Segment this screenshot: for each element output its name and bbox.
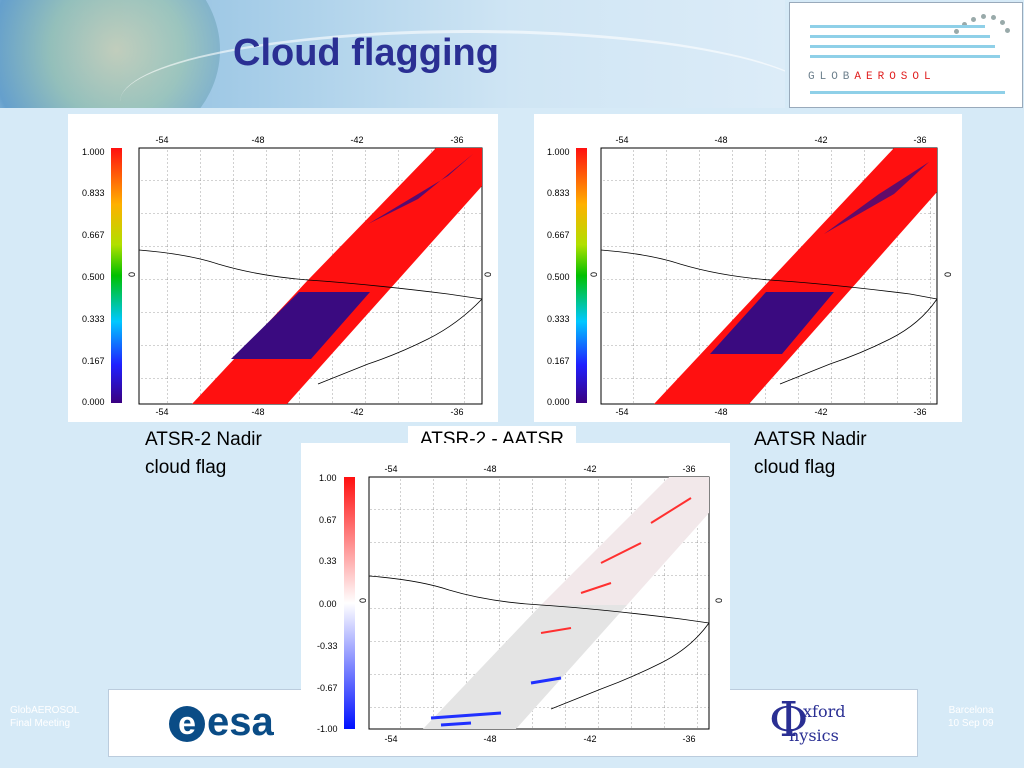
colorbar-tick: 1.000 (547, 147, 570, 157)
colorbar-tick: 1.000 (82, 147, 105, 157)
colorbar-tick: 0.67 (319, 515, 337, 525)
colorbar-tick: 0.33 (319, 556, 337, 566)
lat-tick: 0 (483, 272, 493, 277)
lon-tick-top: -54 (615, 135, 628, 145)
footer-meeting-text: GlobAEROSOL Final Meeting (10, 705, 80, 729)
lon-tick-bottom: -42 (814, 407, 827, 417)
lon-tick-bottom: -54 (384, 734, 397, 744)
lon-tick-top: -48 (714, 135, 727, 145)
lon-tick-bottom: -48 (714, 407, 727, 417)
lon-tick-bottom: -54 (155, 407, 168, 417)
aatsr-cloud-flag-map: -54 -48 -42 -36 -54 -48 -42 -36 1.000 0.… (534, 114, 962, 422)
colorbar-tick: 0.00 (319, 599, 337, 609)
right-caption: AATSR Nadir cloud flag (754, 429, 867, 478)
lon-tick-top: -48 (483, 464, 496, 474)
decorative-swoosh (120, 30, 785, 108)
difference-map: -54 -48 -42 -36 -54 -48 -42 -36 1.00 0.6… (301, 443, 730, 753)
esa-logo: e esa (169, 700, 274, 745)
colorbar-tick: 0.333 (547, 314, 570, 324)
atsr2-cloud-flag-map: -54 -48 -42 -36 -54 -48 -42 -36 1.000 0.… (68, 114, 498, 422)
lon-tick-top: -42 (814, 135, 827, 145)
lon-tick-top: -36 (450, 135, 463, 145)
lat-tick: 0 (714, 598, 724, 603)
logo-dots-icon (950, 11, 1010, 41)
lon-tick-bottom: -48 (251, 407, 264, 417)
lon-tick-top: -48 (251, 135, 264, 145)
colorbar-tick: 0.000 (547, 397, 570, 407)
lon-tick-top: -42 (350, 135, 363, 145)
header-banner (0, 0, 785, 108)
lon-tick-bottom: -54 (615, 407, 628, 417)
lon-tick-bottom: -42 (583, 734, 596, 744)
lon-tick-bottom: -36 (913, 407, 926, 417)
colorbar-tick: 0.667 (82, 230, 105, 240)
globaerosol-logo: GLOBAEROSOL (789, 2, 1023, 108)
colorbar-tick: -0.33 (317, 641, 338, 651)
lon-tick-top: -36 (682, 464, 695, 474)
colorbar-tick: 0.167 (547, 356, 570, 366)
slide-title: Cloud flagging (233, 32, 499, 74)
lat-tick: 0 (127, 272, 137, 277)
footer-location-text: Barcelona 10 Sep 09 (948, 705, 994, 729)
lon-tick-top: -36 (913, 135, 926, 145)
lon-tick-top: -54 (384, 464, 397, 474)
colorbar-tick: -0.67 (317, 683, 338, 693)
colorbar-tick: -1.00 (317, 724, 338, 734)
colorbar-tick: 0.833 (547, 188, 570, 198)
colorbar-tick: 1.00 (319, 473, 337, 483)
colorbar-tick: 0.667 (547, 230, 570, 240)
lon-tick-top: -54 (155, 135, 168, 145)
lat-tick: 0 (589, 272, 599, 277)
colorbar-tick: 0.000 (82, 397, 105, 407)
lon-tick-bottom: -36 (450, 407, 463, 417)
lon-tick-bottom: -42 (350, 407, 363, 417)
colorbar-tick: 0.167 (82, 356, 105, 366)
colorbar-tick: 0.833 (82, 188, 105, 198)
colorbar-tick: 0.333 (82, 314, 105, 324)
logo-wordmark: GLOBAEROSOL (808, 71, 936, 83)
colorbar-tick: 0.500 (547, 272, 570, 282)
lon-tick-top: -42 (583, 464, 596, 474)
left-caption: ATSR-2 Nadir cloud flag (145, 429, 262, 478)
colorbar-tick: 0.500 (82, 272, 105, 282)
lat-tick: 0 (358, 598, 368, 603)
lon-tick-bottom: -48 (483, 734, 496, 744)
lat-tick: 0 (943, 272, 953, 277)
lon-tick-bottom: -36 (682, 734, 695, 744)
